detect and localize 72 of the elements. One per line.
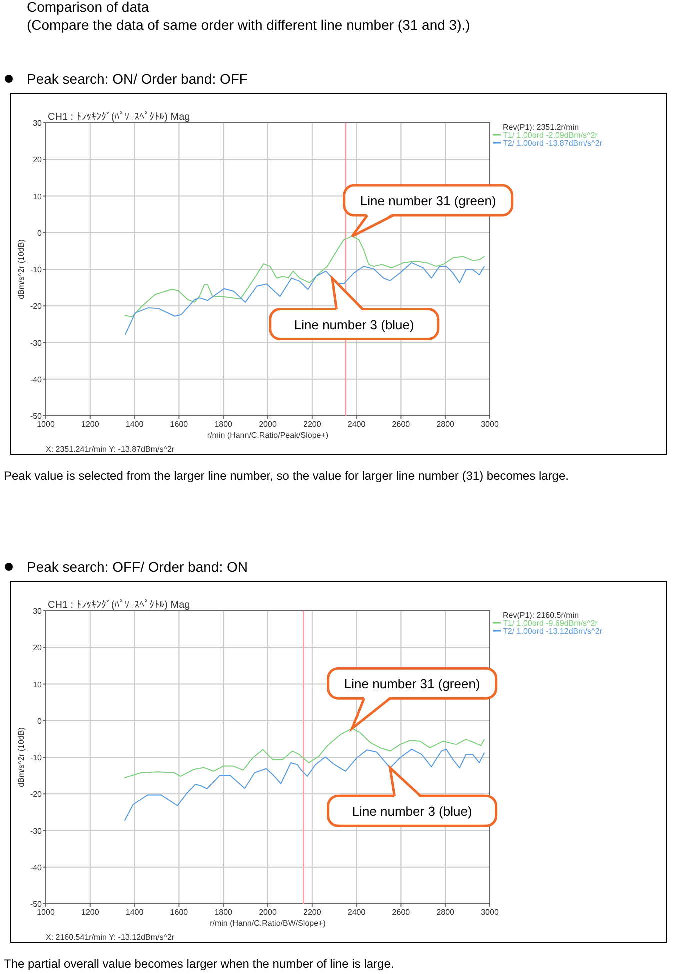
chart-title: Peak search: OFF/ Order band: ON: [27, 559, 248, 575]
x-tick-label: 2000: [259, 908, 278, 917]
x-tick-label: 1000: [37, 908, 56, 917]
y-tick-label: 30: [33, 607, 43, 616]
x-tick-label: 1000: [37, 420, 56, 429]
x-tick-label: 2200: [304, 420, 322, 429]
x-tick-label: 1400: [126, 908, 144, 917]
legend-title: Rev(P1): 2160.5r/min: [503, 611, 580, 620]
x-tick-label: 1200: [82, 420, 100, 429]
chart-subtitle: CH1 : ﾄﾗｯｷﾝｸﾞ(ﾊﾟﾜｰｽﾍﾟｸﾄﾙ) Mag: [48, 111, 190, 123]
y-tick-label: -40: [30, 375, 43, 384]
legend-label: T1/ 1.00ord -2.09dBm/s^2r: [503, 131, 598, 140]
line-series: [124, 262, 485, 336]
y-tick-label: 10: [33, 192, 43, 202]
y-tick-label: -50: [30, 412, 43, 421]
x-tick-label: 1600: [170, 908, 189, 917]
x-tick-label: 2800: [436, 908, 456, 917]
y-tick-label: -30: [30, 338, 43, 348]
chart-subtitle: CH1 : ﾄﾗｯｷﾝｸﾞ(ﾊﾟﾜｰｽﾍﾟｸﾄﾙ) Mag: [48, 599, 190, 611]
x-tick-label: 2600: [392, 420, 411, 429]
y-tick-label: -10: [30, 754, 43, 762]
callout: Line number 3 (blue): [327, 764, 498, 828]
y-tick-label: 10: [33, 680, 43, 690]
text: Comparison of data: [27, 0, 150, 15]
y-tick-label: -10: [30, 266, 43, 274]
callout: Line number 3 (blue): [269, 274, 440, 341]
y-tick-label: -20: [30, 302, 43, 312]
y-tick-label: 30: [33, 119, 43, 128]
x-tick-label: 2400: [348, 420, 366, 429]
legend-title: Rev(P1): 2351.2r/min: [503, 123, 580, 132]
chart-title: Peak search: ON/ Order band: OFF: [27, 71, 248, 87]
legend-label: T1/ 1.00ord -9.69dBm/s^2r: [503, 619, 598, 628]
y-axis-title: dBm/s^2r (10dB): [17, 239, 26, 300]
x-axis-title: r/min (Hann/C.Ratio/Peak/Slope+): [207, 431, 329, 440]
x-tick-label: 1800: [214, 420, 234, 429]
x-tick-label: 2600: [392, 908, 411, 917]
y-tick-label: 0: [38, 228, 43, 238]
y-tick-label: -40: [30, 863, 43, 872]
x-tick-label: 2200: [304, 908, 322, 917]
y-axis-title: dBm/s^2r (10dB): [17, 727, 26, 788]
text: (Compare the data of same order with different line number (31 and 3).): [27, 17, 470, 33]
text: X: 2351.241r/min Y: -13.87dBm/s^2r: [46, 445, 175, 454]
x-tick-label: 1600: [170, 420, 189, 429]
text: X: 2160.541r/min Y: -13.12dBm/s^2r: [46, 933, 175, 942]
annotation: Line number 3 (blue): [352, 804, 472, 820]
x-tick-label: 3000: [481, 420, 500, 429]
text: The partial overall value becomes larger when the number of line is large.: [4, 957, 394, 971]
annotation: Line number 3 (blue): [294, 317, 414, 332]
y-tick-label: 20: [33, 156, 43, 165]
x-tick-label: 2400: [348, 908, 366, 917]
x-tick-label: 1800: [214, 908, 234, 917]
legend-label: T2/ 1.00ord -13.87dBm/s^2r: [503, 139, 603, 148]
callout: Line number 31 (green): [327, 667, 498, 732]
y-tick-label: -50: [30, 900, 43, 909]
y-tick-label: -30: [30, 826, 43, 836]
x-tick-label: 1200: [82, 908, 100, 917]
annotation: Line number 31 (green): [344, 676, 480, 692]
x-axis-title: r/min (Hann/C.Ratio/BW/Slope+): [210, 919, 326, 928]
x-tick-label: 2000: [259, 420, 278, 429]
y-tick-label: -20: [30, 790, 43, 800]
x-tick-label: 2800: [436, 420, 456, 429]
y-tick-label: 0: [38, 716, 43, 726]
x-tick-label: 1400: [126, 420, 144, 429]
x-tick-label: 3000: [481, 908, 500, 917]
line-series: [124, 748, 485, 821]
y-tick-label: 20: [33, 644, 43, 653]
line-series: [124, 236, 485, 318]
text: Peak value is selected from the larger line number, so the value for larger line number (31) becomes large.: [4, 469, 569, 483]
callout: Line number 31 (green): [343, 184, 514, 238]
legend-label: T2/ 1.00ord -13.12dBm/s^2r: [503, 627, 603, 636]
line-series: [124, 728, 485, 779]
annotation: Line number 31 (green): [360, 194, 496, 209]
